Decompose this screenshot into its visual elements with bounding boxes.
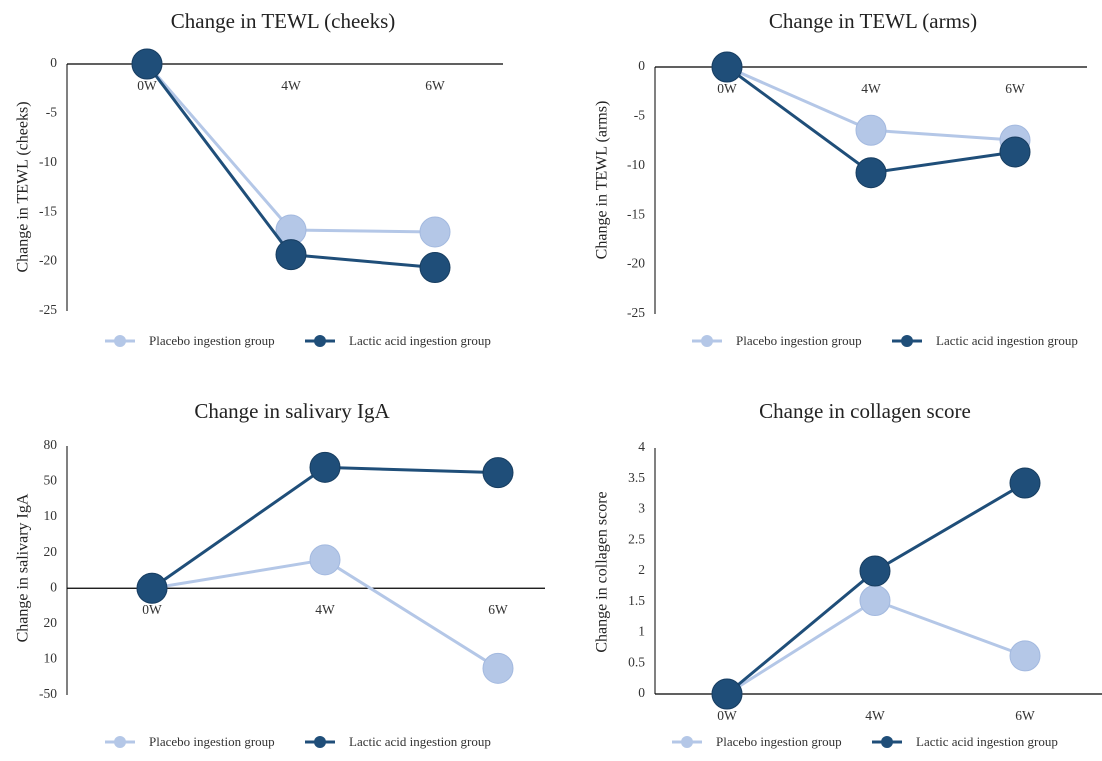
y-axis-label: Change in salivary IgA — [15, 493, 32, 642]
y-tick-label: -25 — [39, 302, 57, 317]
data-point — [999, 136, 1031, 168]
data-point — [419, 216, 451, 248]
x-tick-label: 6W — [425, 78, 445, 93]
y-tick-label: 3 — [638, 501, 645, 516]
legend-marker — [114, 736, 126, 748]
y-tick-label: 0.5 — [628, 654, 645, 669]
y-tick-label: -5 — [46, 104, 57, 119]
legend-marker — [114, 335, 126, 347]
y-tick-label: 0 — [638, 685, 645, 700]
y-tick-label: 20 — [44, 544, 58, 559]
data-point — [482, 457, 514, 489]
legend-marker — [701, 335, 713, 347]
legend-label: Placebo ingestion group — [149, 333, 275, 348]
legend-label: Lactic acid ingestion group — [936, 333, 1078, 348]
data-point — [859, 585, 891, 617]
legend-item: Placebo ingestion group — [672, 734, 842, 749]
legend-marker — [881, 736, 893, 748]
chart-panel-1: Change in TEWL (cheeks) Change in TEWL (c… — [15, 9, 503, 348]
y-tick-label: 20 — [44, 615, 58, 630]
data-point — [309, 544, 341, 576]
y-tick-label: 1 — [638, 624, 645, 639]
legend-label: Placebo ingestion group — [149, 734, 275, 749]
y-tick-label: -10 — [39, 154, 57, 169]
legend-item: Lactic acid ingestion group — [892, 333, 1078, 348]
data-point — [419, 252, 451, 284]
y-tick-label: -15 — [39, 203, 57, 218]
y-axis-label: Change in TEWL (arms) — [594, 101, 611, 260]
y-tick-label: -5 — [634, 107, 645, 122]
y-tick-label: 0 — [50, 55, 57, 70]
x-tick-label: 4W — [281, 78, 301, 93]
x-tick-label: 0W — [717, 708, 737, 723]
legend-item: Lactic acid ingestion group — [872, 734, 1058, 749]
x-tick-label: 6W — [1015, 708, 1035, 723]
data-point — [711, 678, 743, 710]
legend-label: Placebo ingestion group — [716, 734, 842, 749]
x-tick-label: 4W — [861, 81, 881, 96]
legend-item: Placebo ingestion group — [105, 734, 275, 749]
y-axis-label: Change in collagen score — [594, 491, 611, 652]
legend-item: Placebo ingestion group — [692, 333, 862, 348]
legend-label: Lactic acid ingestion group — [349, 734, 491, 749]
chart-panel-4: Change in collagen score Change in collag… — [594, 399, 1102, 749]
legend-label: Placebo ingestion group — [736, 333, 862, 348]
data-point — [711, 51, 743, 83]
chart-title: Change in salivary IgA — [194, 399, 390, 423]
legend-label: Lactic acid ingestion group — [916, 734, 1058, 749]
y-tick-label: -15 — [627, 206, 645, 221]
y-tick-label: 0 — [638, 58, 645, 73]
chart-title: Change in collagen score — [759, 399, 971, 423]
legend-marker — [314, 335, 326, 347]
data-point — [859, 555, 891, 587]
y-tick-label: -20 — [39, 253, 57, 268]
y-axis-label: Change in TEWL (cheeks) — [15, 101, 32, 272]
data-point — [482, 652, 514, 684]
x-tick-label: 6W — [1005, 81, 1025, 96]
chart-title: Change in TEWL (arms) — [769, 9, 977, 33]
data-point — [309, 451, 341, 483]
data-point — [275, 239, 307, 271]
x-tick-label: 0W — [137, 78, 157, 93]
x-tick-label: 6W — [488, 602, 508, 617]
y-tick-label: 2.5 — [628, 531, 645, 546]
x-tick-label: 0W — [142, 602, 162, 617]
y-tick-label: 0 — [50, 579, 57, 594]
legend-item: Lactic acid ingestion group — [305, 333, 491, 348]
chart-panel-2: Change in TEWL (arms) Change in TEWL (arm… — [594, 9, 1087, 348]
legend-marker — [314, 736, 326, 748]
y-tick-label: 1.5 — [628, 593, 645, 608]
chart-title: Change in TEWL (cheeks) — [171, 9, 396, 33]
x-tick-label: 4W — [315, 602, 335, 617]
y-tick-label: 50 — [44, 473, 58, 488]
legend-label: Lactic acid ingestion group — [349, 333, 491, 348]
x-tick-label: 4W — [865, 708, 885, 723]
data-point — [1009, 640, 1041, 672]
y-tick-label: -20 — [627, 256, 645, 271]
y-tick-label: -25 — [627, 305, 645, 320]
y-tick-label: -10 — [627, 157, 645, 172]
y-tick-label: 2 — [638, 562, 645, 577]
y-tick-label: 10 — [44, 651, 58, 666]
data-point — [131, 48, 163, 80]
x-tick-label: 0W — [717, 81, 737, 96]
chart-panel-3: Change in salivary IgA Change in salivary… — [15, 399, 545, 749]
legend-item: Placebo ingestion group — [105, 333, 275, 348]
legend-marker — [681, 736, 693, 748]
legend-marker — [901, 335, 913, 347]
data-point — [1009, 467, 1041, 499]
data-point — [136, 572, 168, 604]
y-tick-label: 4 — [638, 439, 645, 454]
data-point — [855, 157, 887, 189]
data-point — [855, 114, 887, 146]
y-tick-label: 80 — [44, 437, 58, 452]
y-tick-label: 3.5 — [628, 470, 645, 485]
y-tick-label: -50 — [39, 686, 57, 701]
legend-item: Lactic acid ingestion group — [305, 734, 491, 749]
y-tick-label: 10 — [44, 508, 58, 523]
